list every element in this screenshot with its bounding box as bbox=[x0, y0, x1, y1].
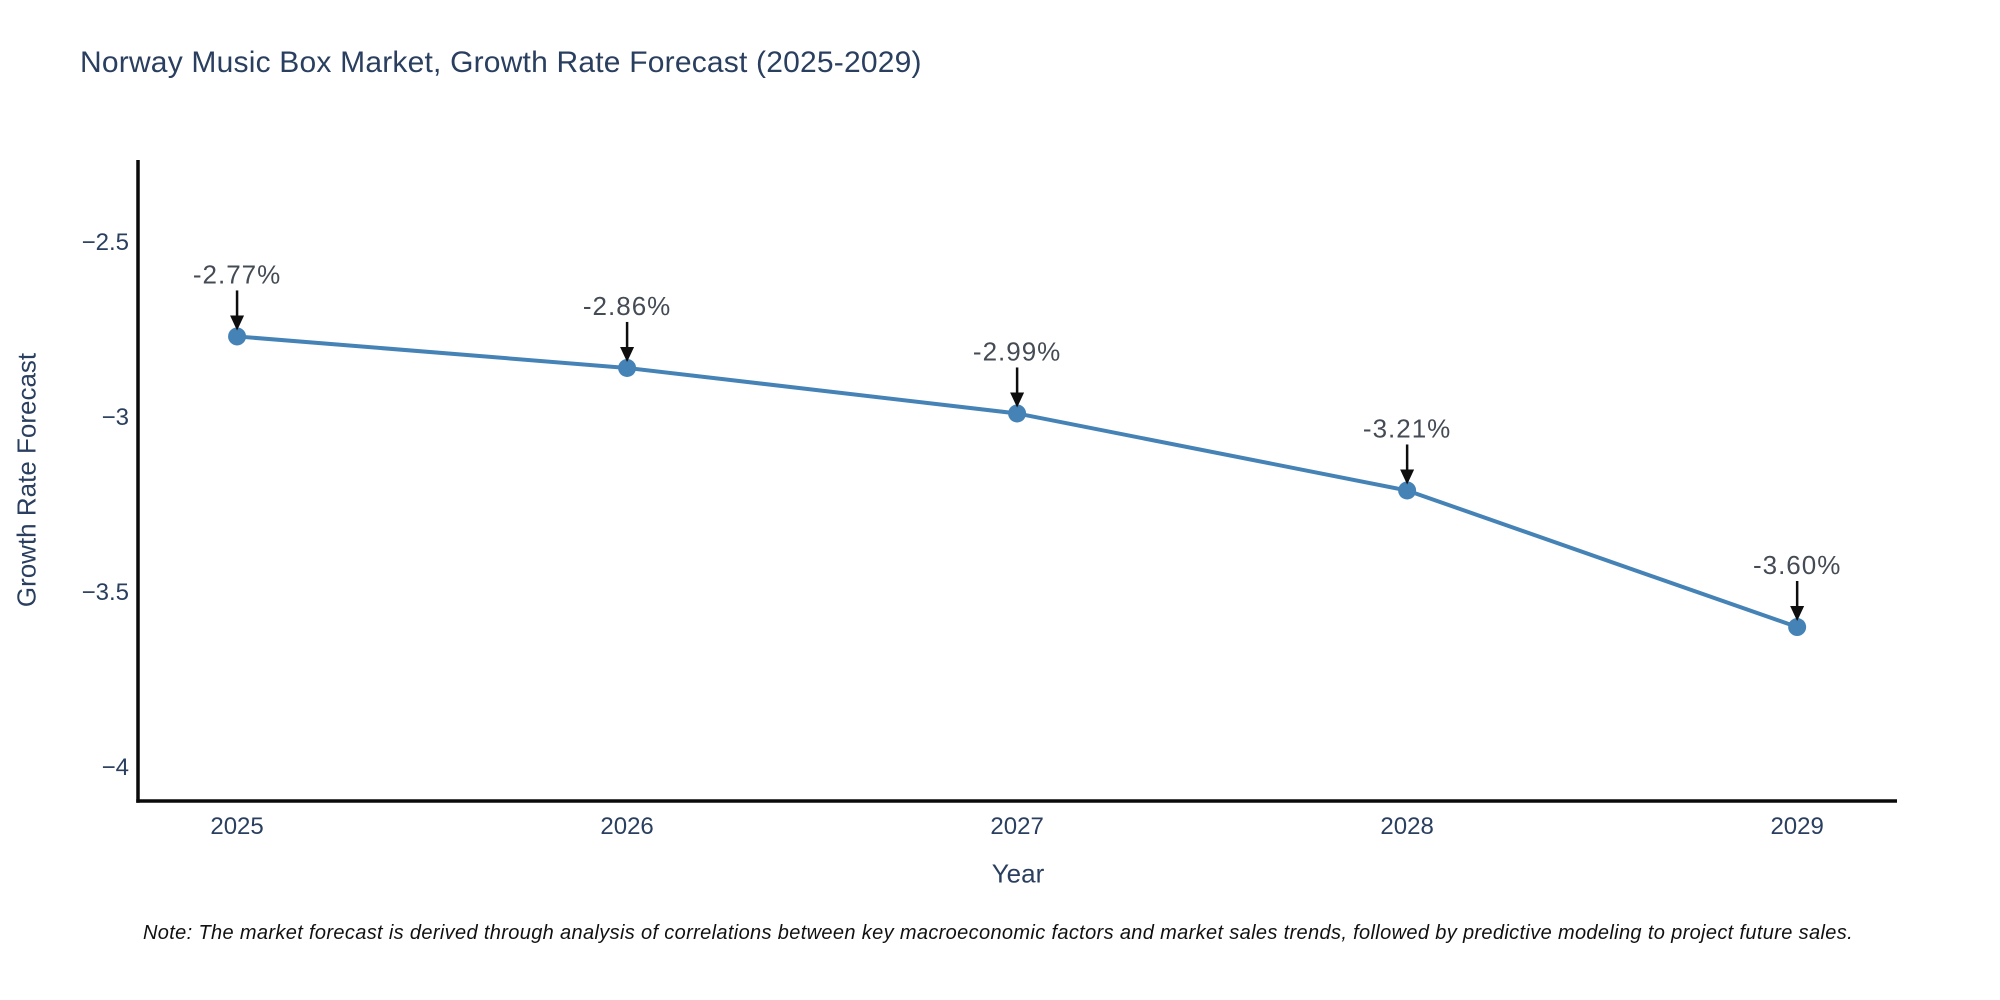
annotations-layer: -2.77% -2.86% -2.99% -3.21% -3.60% bbox=[193, 259, 1841, 622]
data-point-marker bbox=[618, 358, 637, 377]
x-tick-label: 2026 bbox=[600, 813, 653, 840]
data-point-label: -3.21% bbox=[1363, 413, 1451, 443]
annotation-arrowhead bbox=[620, 346, 635, 362]
data-point-label: -2.86% bbox=[583, 291, 671, 321]
annotation-arrowhead bbox=[1010, 392, 1025, 408]
data-point-marker bbox=[1398, 481, 1417, 500]
data-point-marker bbox=[1788, 618, 1807, 637]
data-point-label: -2.99% bbox=[973, 336, 1061, 366]
data-point-marker bbox=[1008, 404, 1027, 423]
y-tick-label: −3.5 bbox=[82, 579, 129, 606]
line-series-layer bbox=[228, 327, 1807, 637]
x-tick-label: 2029 bbox=[1770, 813, 1823, 840]
annotation-arrowhead bbox=[230, 315, 245, 331]
data-point-marker bbox=[228, 327, 247, 346]
axes-layer bbox=[136, 160, 1897, 803]
tick-labels-layer: −2.5 −3 −3.5 −4 2025 2026 2027 2028 2029 bbox=[82, 229, 1824, 840]
annotation-arrowhead bbox=[1400, 469, 1415, 485]
x-tick-label: 2025 bbox=[210, 813, 263, 840]
y-tick-label: −3 bbox=[102, 404, 129, 431]
x-tick-label: 2027 bbox=[990, 813, 1043, 840]
footnote-text: Note: The market forecast is derived thr… bbox=[143, 922, 1853, 944]
y-tick-label: −4 bbox=[102, 754, 129, 781]
chart-title: Norway Music Box Market, Growth Rate For… bbox=[80, 46, 922, 79]
y-tick-label: −2.5 bbox=[82, 229, 129, 256]
x-tick-label: 2028 bbox=[1380, 813, 1433, 840]
data-point-label: -2.77% bbox=[193, 259, 281, 289]
y-axis-title: Growth Rate Forecast bbox=[11, 352, 42, 608]
data-point-label: -3.60% bbox=[1753, 550, 1841, 580]
x-axis-title: Year bbox=[991, 858, 1045, 889]
annotation-arrowhead bbox=[1790, 606, 1805, 622]
